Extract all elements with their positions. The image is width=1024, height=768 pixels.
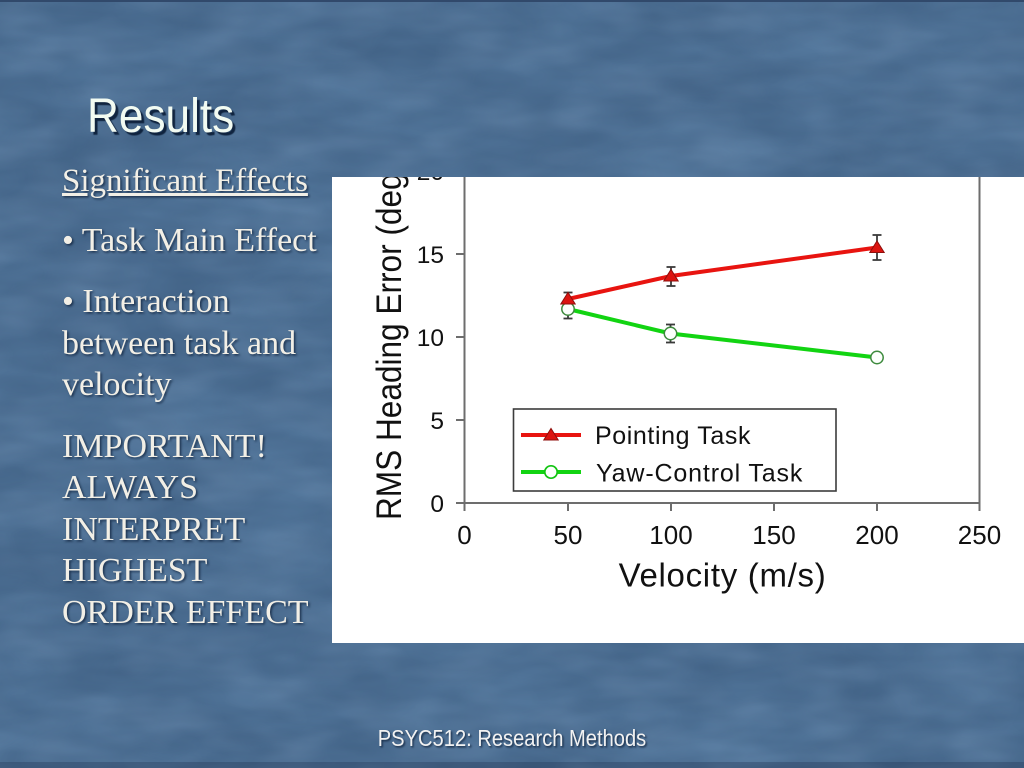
- svg-text:0: 0: [430, 491, 444, 518]
- svg-text:150: 150: [752, 520, 795, 550]
- svg-text:50: 50: [554, 520, 583, 550]
- svg-text:100: 100: [649, 520, 692, 550]
- svg-text:250: 250: [958, 520, 1001, 550]
- svg-text:20: 20: [417, 177, 444, 186]
- svg-text:RMS Heading Error (deg): RMS Heading Error (deg): [370, 177, 409, 520]
- svg-text:Pointing Task: Pointing Task: [595, 422, 751, 450]
- svg-text:5: 5: [430, 408, 444, 435]
- svg-text:Yaw-Control Task: Yaw-Control Task: [596, 460, 803, 488]
- svg-text:10: 10: [417, 325, 444, 352]
- svg-text:15: 15: [417, 242, 444, 269]
- svg-text:0: 0: [457, 520, 471, 550]
- svg-text:200: 200: [855, 520, 898, 550]
- svg-text:Velocity (m/s): Velocity (m/s): [619, 557, 827, 594]
